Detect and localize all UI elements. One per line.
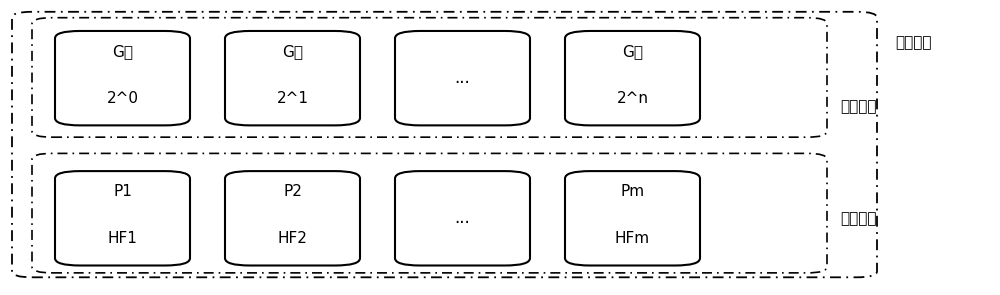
FancyBboxPatch shape <box>565 171 700 266</box>
Text: 2^1: 2^1 <box>276 91 308 106</box>
Text: G点: G点 <box>282 44 303 59</box>
Text: 2^n: 2^n <box>616 91 648 106</box>
Text: 2^0: 2^0 <box>106 91 138 106</box>
FancyBboxPatch shape <box>395 31 530 125</box>
Text: 高频结点: 高频结点 <box>840 211 876 226</box>
FancyBboxPatch shape <box>55 171 190 266</box>
Text: 随机建表: 随机建表 <box>895 35 932 50</box>
FancyBboxPatch shape <box>565 31 700 125</box>
FancyBboxPatch shape <box>395 171 530 266</box>
FancyBboxPatch shape <box>225 171 360 266</box>
Text: ...: ... <box>455 209 470 227</box>
Text: ...: ... <box>455 69 470 87</box>
Text: P1: P1 <box>113 184 132 199</box>
Text: HF1: HF1 <box>108 232 137 246</box>
FancyBboxPatch shape <box>225 31 360 125</box>
Text: G点: G点 <box>622 44 643 59</box>
Text: P2: P2 <box>283 184 302 199</box>
Text: 脉动结点: 脉动结点 <box>840 99 876 114</box>
Text: Pm: Pm <box>620 184 645 199</box>
Text: HF2: HF2 <box>278 232 307 246</box>
FancyBboxPatch shape <box>55 31 190 125</box>
Text: HFm: HFm <box>615 232 650 246</box>
Text: G点: G点 <box>112 44 133 59</box>
